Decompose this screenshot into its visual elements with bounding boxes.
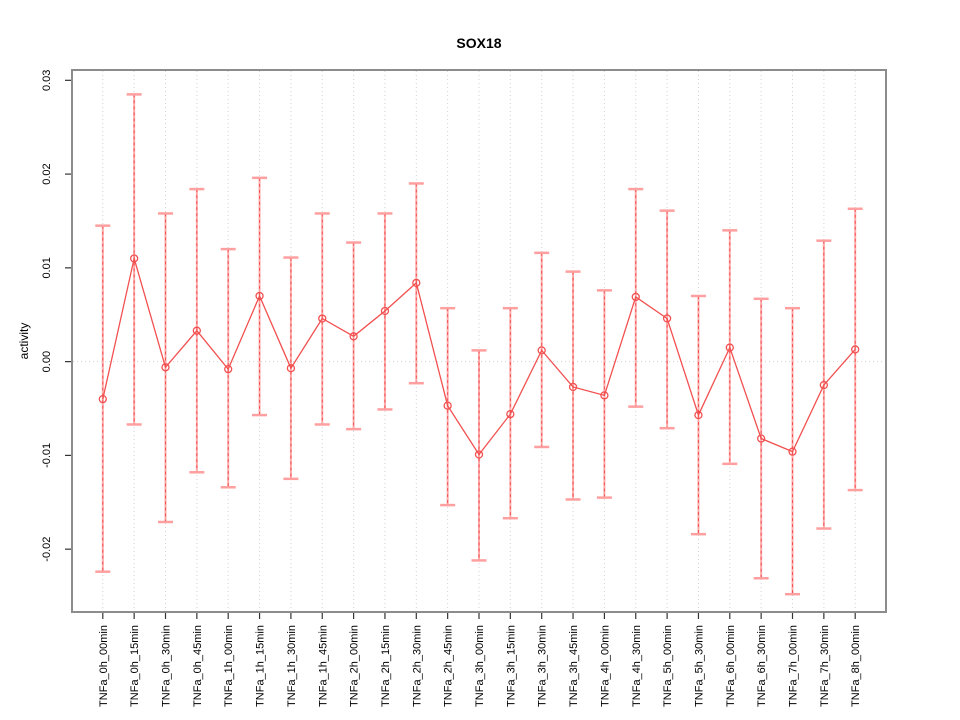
data-point [380,306,390,316]
data-point [129,254,139,263]
x-tick-label: TNFa_2h_45min [443,625,455,707]
x-tick-label: TNFa_1h_30min [286,625,298,707]
x-tick-label: TNFa_1h_45min [317,625,329,707]
x-tick-label: TNFa_6h_00min [725,625,737,707]
data-point [819,380,828,390]
y-tick-label: 0.00 [41,351,53,372]
x-tick-label: TNFa_3h_30min [537,625,549,707]
axis-tick-layer [65,79,856,619]
data-point [255,291,264,301]
data-point [788,447,797,456]
data-point [443,401,452,410]
data-point [161,363,170,372]
plot-border [71,69,887,613]
data-point [412,278,421,288]
x-tick-label: TNFa_4h_30min [631,625,643,707]
data-point [694,410,703,420]
x-tick-label: TNFa_2h_00min [349,625,361,707]
x-tick-label: TNFa_7h_30min [819,625,831,707]
y-tick-label: -0.02 [41,537,53,562]
data-point [224,364,233,374]
data-point [725,343,734,352]
data-point [631,292,640,302]
data-point [318,314,327,323]
y-tick-label: 0.03 [41,70,53,91]
x-tick-label: TNFa_8h_00min [850,625,862,707]
x-tick-label: TNFa_7h_00min [788,625,800,707]
x-tick-label: TNFa_0h_30min [161,625,173,707]
grid-layer [73,71,885,611]
x-tick-label: TNFa_2h_15min [380,625,392,707]
data-point [506,409,515,419]
x-tick-label: TNFa_1h_00min [223,625,235,707]
series-line [102,258,856,456]
x-tick-label: TNFa_0h_15min [129,625,141,707]
x-tick-label: TNFa_0h_00min [98,625,110,707]
data-point-layer [98,254,860,459]
data-point [662,314,672,323]
data-point [349,332,358,341]
data-point [757,434,766,443]
x-tick-label: TNFa_4h_00min [599,625,611,707]
chart-title: SOX18 [456,35,501,51]
data-point [286,364,296,373]
x-tick-label: TNFa_6h_30min [756,625,768,707]
axis-tick-label-layer: TNFa_0h_00min TNFa_0h_15min TNFa_0h_30min T… [41,70,862,707]
x-tick-label: TNFa_0h_45min [192,625,204,707]
x-tick-label: TNFa_5h_00min [662,625,674,707]
x-tick-label: TNFa_3h_00min [474,625,486,707]
errorbar-layer [95,93,863,596]
x-tick-label: TNFa_1h_15min [255,625,267,707]
data-point [568,382,578,392]
y-tick-label: 0.01 [41,257,53,278]
x-tick-label: TNFa_5h_30min [693,625,705,707]
data-point [98,394,107,404]
data-point [600,391,609,400]
series-line-layer [102,258,856,456]
data-point [851,345,860,354]
y-tick-label: -0.01 [41,443,53,468]
x-tick-label: TNFa_3h_45min [568,625,580,707]
data-point [192,326,202,335]
data-point [537,346,546,355]
x-tick-label: TNFa_2h_30min [411,625,423,707]
data-point [474,450,484,459]
x-tick-label: TNFa_3h_15min [505,625,517,707]
y-tick-label: 0.02 [41,163,53,184]
y-axis-label: activity [17,323,31,360]
